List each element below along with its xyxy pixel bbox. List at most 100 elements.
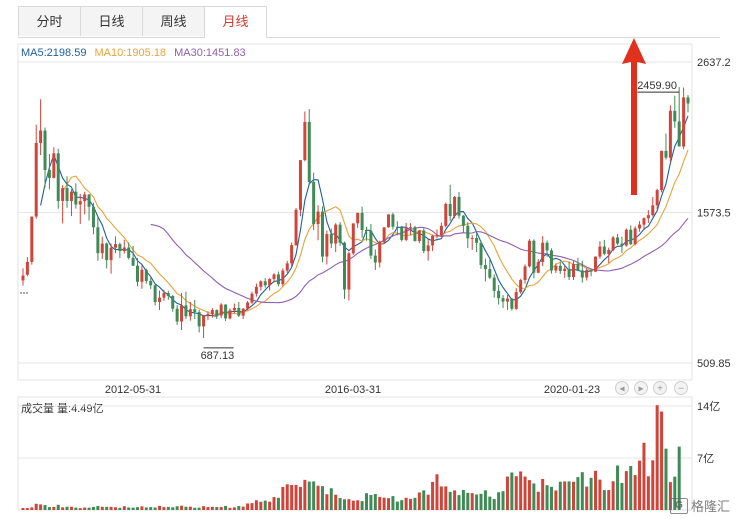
volume-bar xyxy=(567,481,571,510)
scroll-left-icon[interactable]: ◂ xyxy=(615,381,629,395)
volume-bar xyxy=(413,497,417,510)
volume-bar xyxy=(241,506,245,510)
volume-bar xyxy=(118,507,122,510)
price-tick-label: 2637.2 xyxy=(697,57,731,69)
candle-body xyxy=(43,130,47,170)
zoom-out-icon-glyph: − xyxy=(678,384,684,395)
candle-body xyxy=(413,227,417,242)
candle-body xyxy=(395,226,399,228)
candle-body xyxy=(356,212,360,224)
volume-bar xyxy=(668,482,672,510)
volume-bar xyxy=(646,476,650,510)
zoom-out-icon[interactable]: − xyxy=(674,381,688,395)
volume-bar xyxy=(338,498,342,510)
volume-bar xyxy=(629,465,633,510)
volume-bar xyxy=(677,446,681,510)
candle-body xyxy=(47,169,51,178)
volume-bar xyxy=(78,508,82,510)
candle-body xyxy=(30,216,34,262)
candle-body xyxy=(127,247,131,258)
volume-bar xyxy=(536,491,540,510)
volume-bar xyxy=(47,507,51,510)
tab-monthly[interactable]: 月线 xyxy=(204,6,267,38)
volume-bar xyxy=(633,475,637,510)
volume-bar xyxy=(660,411,664,510)
tab-intraday[interactable]: 分时 xyxy=(18,6,81,36)
candle-body xyxy=(589,270,593,272)
volume-bar xyxy=(545,485,549,510)
candle-body xyxy=(140,269,144,282)
candle-body xyxy=(290,245,294,264)
candle-body xyxy=(642,218,646,225)
scroll-right-icon-circle xyxy=(634,381,648,395)
candle-body xyxy=(113,244,117,248)
volume-bar xyxy=(259,501,263,510)
candle-body xyxy=(598,246,602,257)
candle-body xyxy=(122,247,126,252)
volume-bar xyxy=(505,476,509,510)
volume-bar xyxy=(171,507,175,510)
volume-bar xyxy=(232,507,236,510)
volume-bar xyxy=(373,494,377,510)
candle-body xyxy=(175,308,179,322)
volume-bar xyxy=(184,506,188,510)
candle-body xyxy=(219,304,223,316)
candle-body xyxy=(382,227,386,242)
volume-bar xyxy=(316,485,320,510)
volume-bar xyxy=(378,496,382,510)
volume-bar xyxy=(387,498,391,510)
volume-bar xyxy=(122,506,126,510)
candle-body xyxy=(74,191,78,205)
price-tick-label: 1573.5 xyxy=(697,208,731,220)
volume-bar xyxy=(466,492,470,510)
candle-body xyxy=(422,230,426,252)
volume-bar xyxy=(365,493,369,510)
scroll-right-icon[interactable]: ▸ xyxy=(634,381,648,395)
volume-bar xyxy=(594,470,598,510)
candle-body xyxy=(466,225,470,239)
volume-bar xyxy=(127,507,131,510)
volume-bar xyxy=(404,497,408,510)
volume-bar xyxy=(431,481,435,510)
candle-body xyxy=(541,242,545,262)
volume-bar xyxy=(655,405,659,510)
candle-body xyxy=(276,274,280,285)
watermark-logo-icon: G xyxy=(669,497,688,514)
candle-body xyxy=(342,242,346,290)
tab-weekly[interactable]: 周线 xyxy=(142,6,205,36)
candle-body xyxy=(585,270,589,278)
candle-body xyxy=(272,274,276,279)
zoom-in-icon-glyph: + xyxy=(657,384,663,395)
volume-bar xyxy=(607,490,611,510)
volume-bar xyxy=(519,471,523,510)
candle-body xyxy=(312,182,316,225)
candle-body xyxy=(668,110,672,158)
ma5-label: MA5:2198.59 xyxy=(21,47,87,59)
candle-body xyxy=(373,255,377,263)
candle-body xyxy=(197,312,201,327)
volume-bar xyxy=(153,507,157,510)
candle-body xyxy=(545,242,549,251)
candle-body xyxy=(501,298,505,302)
candle-body xyxy=(87,194,91,207)
volume-bar xyxy=(488,496,492,510)
candle-body xyxy=(241,308,245,316)
zoom-in-icon[interactable]: + xyxy=(653,381,667,395)
volume-bar xyxy=(448,491,452,510)
candle-body xyxy=(365,229,369,231)
volume-bar xyxy=(281,486,285,510)
candle-body xyxy=(426,245,430,252)
volume-bar xyxy=(602,490,606,510)
volume-bar xyxy=(228,507,232,510)
volume-bar xyxy=(453,490,457,510)
volume-bar xyxy=(193,507,197,510)
volume-bar xyxy=(65,506,69,510)
tab-daily[interactable]: 日线 xyxy=(80,6,143,36)
volume-bar xyxy=(224,505,228,510)
volume-bar xyxy=(541,478,545,510)
volume-bar xyxy=(382,497,386,510)
candle-body xyxy=(629,229,633,245)
candle-body xyxy=(136,265,140,282)
candle-body xyxy=(444,203,448,226)
candle-body xyxy=(492,277,496,291)
